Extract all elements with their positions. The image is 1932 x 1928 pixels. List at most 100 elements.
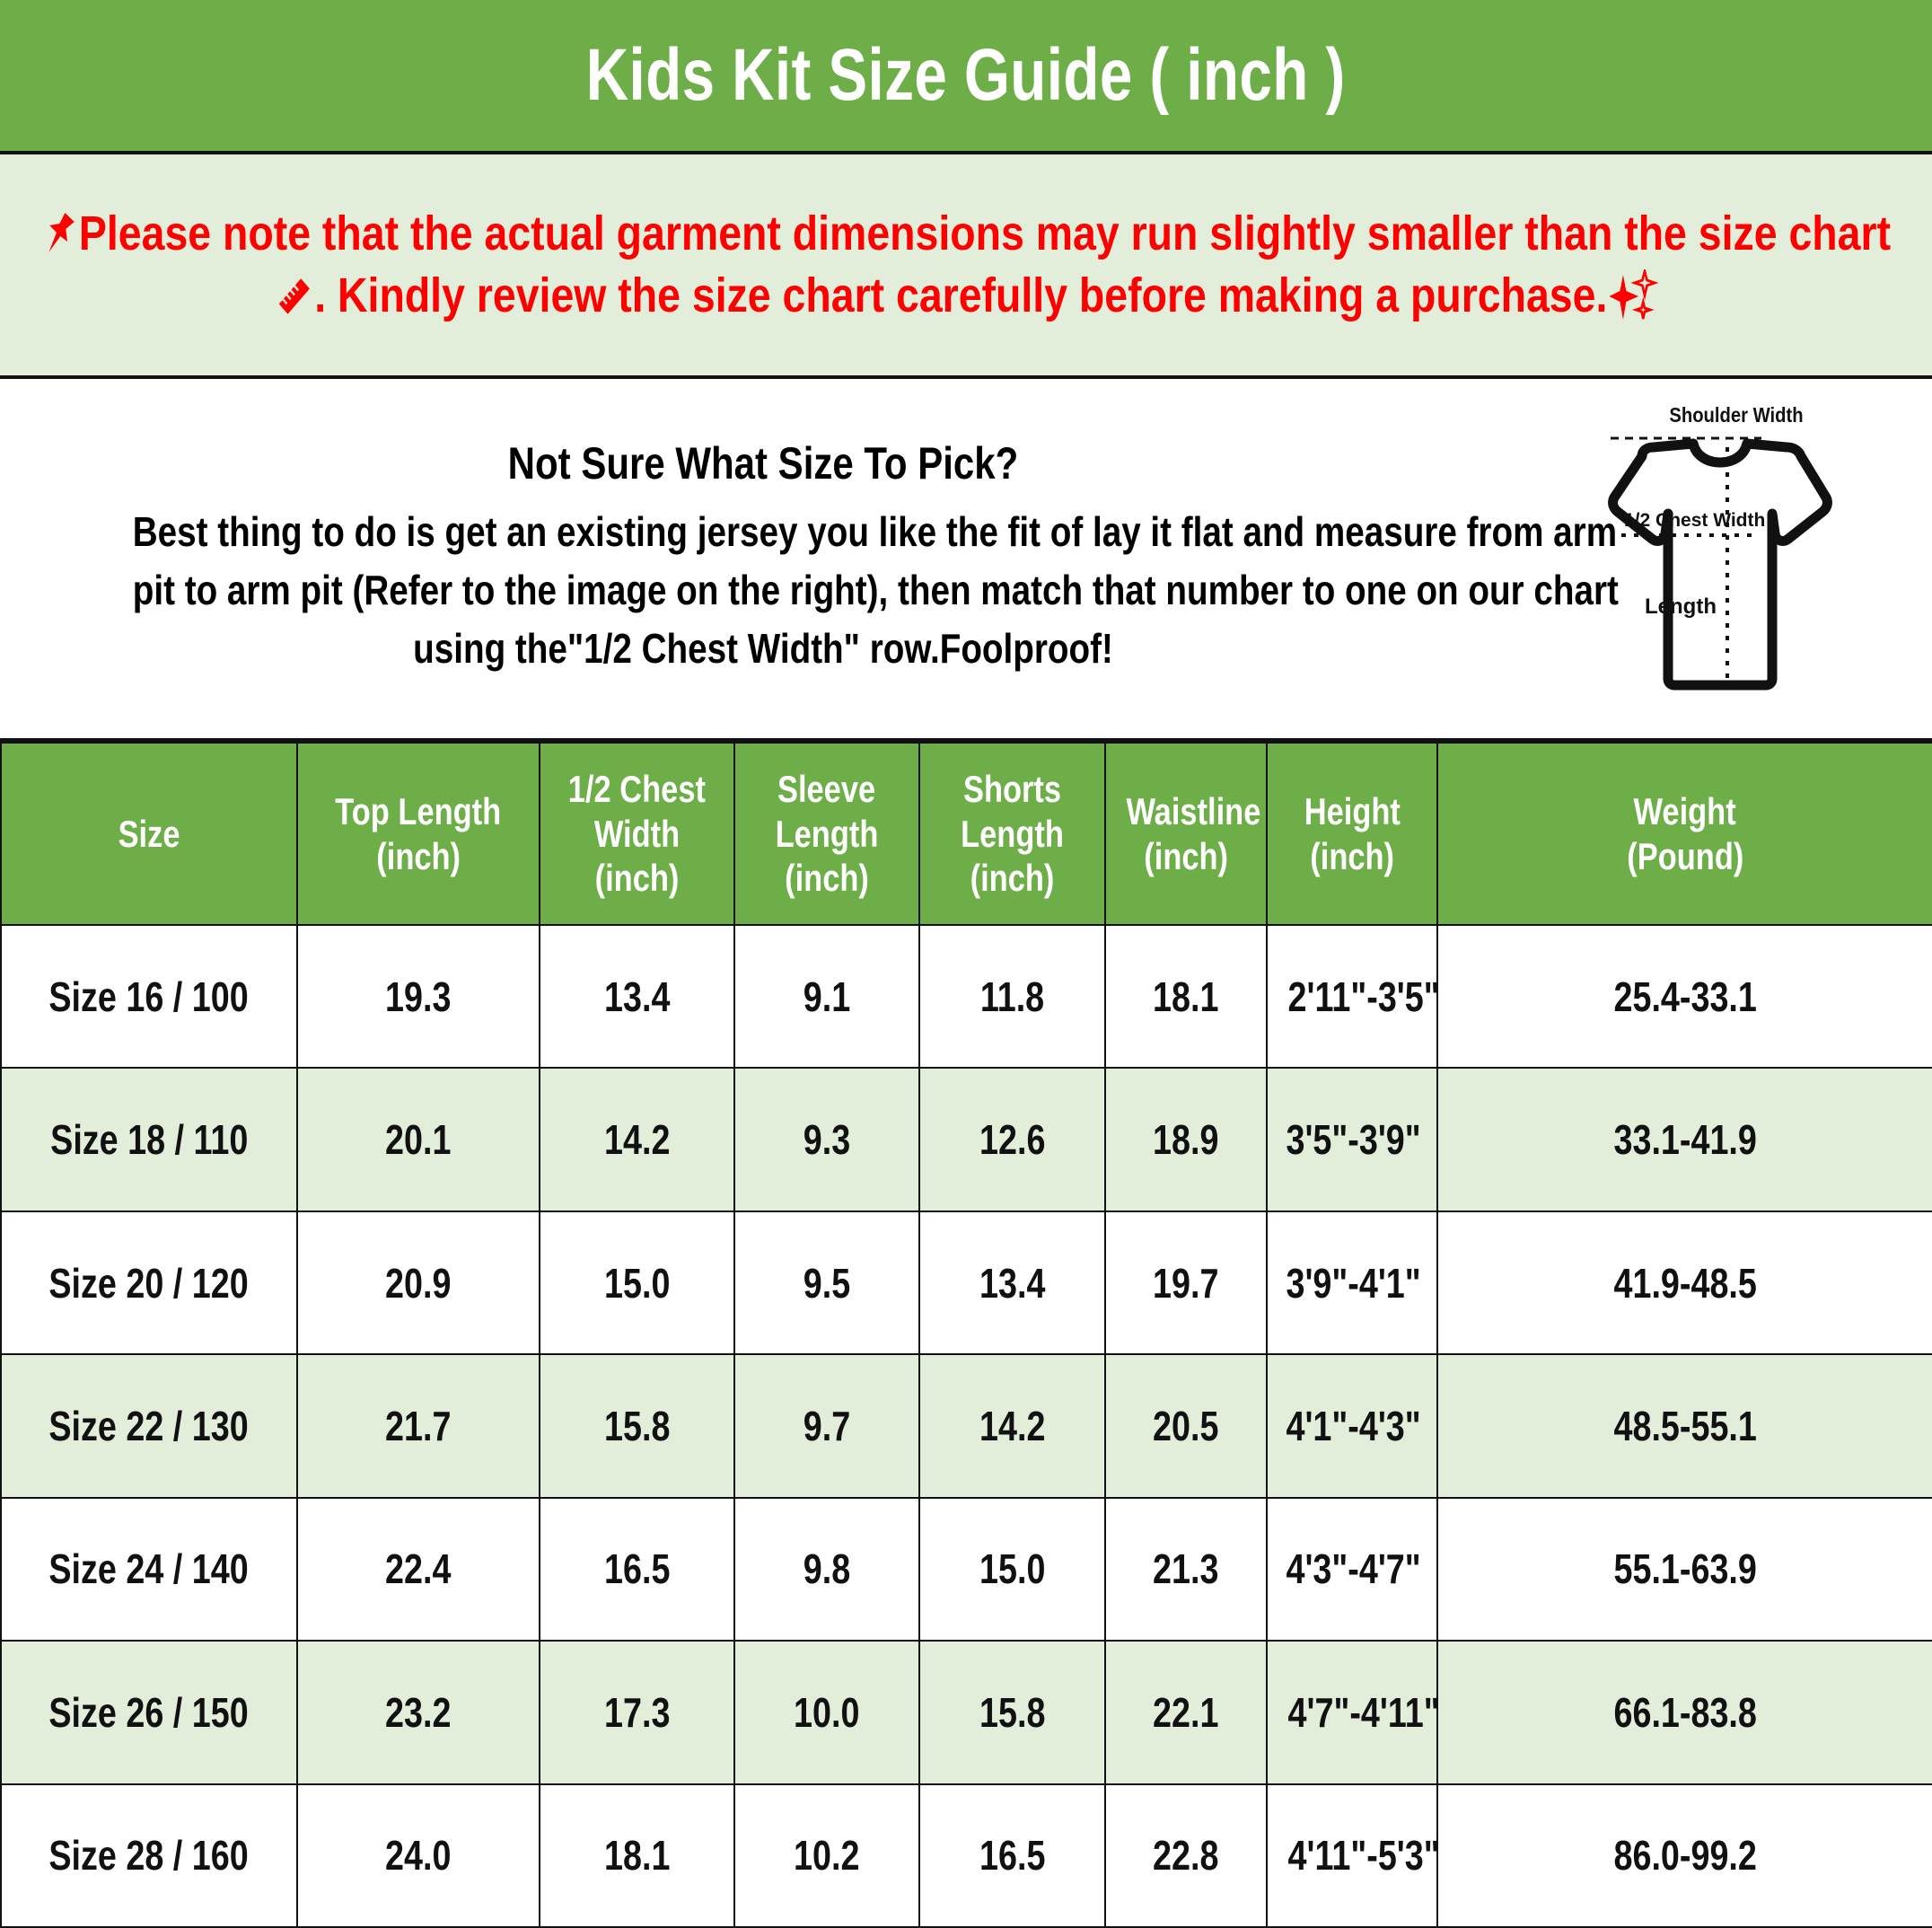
table-cell-size: Size 28 / 160 <box>0 1783 298 1928</box>
ruler-icon <box>274 273 314 320</box>
table-cell: 18.1 <box>539 1783 735 1928</box>
column-header-top-length: Top Length (inch) <box>296 742 540 926</box>
table-cell: 10.0 <box>733 1640 920 1785</box>
cell-value: Size 16 / 100 <box>48 973 250 1020</box>
cell-value: 22.4 <box>385 1545 452 1593</box>
table-row: Size 26 / 150 23.2 17.3 10.0 15.8 22.1 4'7"-4'… <box>0 1640 1932 1785</box>
cell-value: 21.3 <box>1153 1545 1219 1593</box>
cell-value: 2'11"-3'5" <box>1287 973 1440 1020</box>
notice-line-2-text: . Kindly review the size chart carefully… <box>313 269 1608 322</box>
table-cell: 14.2 <box>918 1353 1106 1499</box>
cell-value: 24.0 <box>385 1832 452 1880</box>
cell-value: 15.8 <box>603 1402 671 1449</box>
table-cell: 11.8 <box>918 923 1106 1070</box>
table-cell: 20.1 <box>296 1067 540 1212</box>
cell-value: 66.1-83.8 <box>1613 1688 1757 1736</box>
column-header-top-length-l1: Top Length <box>335 789 502 832</box>
table-cell: 9.1 <box>733 923 920 1070</box>
column-header-weight: Weight (Pound) <box>1436 742 1932 926</box>
table-cell: 55.1-63.9 <box>1436 1496 1932 1642</box>
table-cell: 17.3 <box>539 1640 735 1785</box>
advice-body: Best thing to do is get an existing jers… <box>132 503 1619 679</box>
cell-value: 3'9"-4'1" <box>1286 1259 1421 1307</box>
column-header-top-length-l2: (inch) <box>376 834 461 877</box>
table-row: Size 28 / 160 24.0 18.1 10.2 16.5 22.8 4'11"-5… <box>0 1783 1932 1928</box>
cell-value: 25.4-33.1 <box>1613 973 1757 1020</box>
table-header-row: Size Top Length (inch) 1/2 Chest Width (… <box>0 742 1932 926</box>
cell-value: 55.1-63.9 <box>1613 1545 1757 1593</box>
cell-value: 15.8 <box>979 1688 1046 1736</box>
cell-value: 4'11"-5'3" <box>1287 1832 1440 1880</box>
cell-value: 15.0 <box>979 1545 1046 1593</box>
table-row: Size 22 / 130 21.7 15.8 9.7 14.2 20.5 4'1"-4'3… <box>0 1353 1932 1499</box>
notice-line-1-text: Please note that the actual garment dime… <box>78 206 1891 260</box>
svg-text:1/2 Chest Width: 1/2 Chest Width <box>1624 510 1765 531</box>
pushpin-icon <box>41 210 78 257</box>
table-cell: 15.8 <box>918 1640 1106 1785</box>
table-cell: 19.3 <box>296 923 540 1070</box>
svg-text:Length: Length <box>1645 594 1717 619</box>
cell-value: 20.9 <box>385 1259 452 1307</box>
advice-body-line-2: pit to arm pit (Refer to the image on th… <box>132 566 1619 613</box>
advice-body-line-3: using the"1/2 Chest Width" row.Foolproof… <box>413 625 1113 673</box>
column-header-shorts-length-l1: Shorts <box>962 768 1062 811</box>
cell-value: 13.4 <box>979 1259 1046 1307</box>
table-cell: 20.9 <box>296 1210 540 1356</box>
table-row: Size 24 / 140 22.4 16.5 9.8 15.0 21.3 4'3"-4'7… <box>0 1496 1932 1642</box>
cell-value: 20.1 <box>385 1116 452 1164</box>
table-cell: 41.9-48.5 <box>1436 1210 1932 1356</box>
table-cell: 4'11"-5'3" <box>1266 1783 1440 1928</box>
table-cell: 2'11"-3'5" <box>1266 923 1440 1070</box>
table-body: Size 16 / 100 19.3 13.4 9.1 11.8 18.1 2'11"-3'… <box>0 923 1932 1928</box>
table-cell: 15.0 <box>539 1210 735 1356</box>
cell-value: 20.5 <box>1153 1402 1219 1449</box>
table-cell: 20.5 <box>1104 1353 1268 1499</box>
cell-value: 33.1-41.9 <box>1613 1116 1757 1164</box>
table-cell: 18.9 <box>1104 1067 1268 1212</box>
table-cell: 4'7"-4'11" <box>1266 1640 1440 1785</box>
table-cell-size: Size 16 / 100 <box>0 923 298 1070</box>
table-cell: 10.2 <box>733 1783 920 1928</box>
column-header-height: Height (inch) <box>1266 742 1438 926</box>
column-header-size-l1: Size <box>118 812 180 855</box>
table-cell: 9.3 <box>733 1067 920 1212</box>
page-title: Kids Kit Size Guide ( inch ) <box>586 34 1346 116</box>
cell-value: 48.5-55.1 <box>1613 1402 1757 1449</box>
column-header-waistline-l2: (inch) <box>1144 834 1228 877</box>
column-header-sleeve-length-l2: Length (inch) <box>775 812 879 900</box>
cell-value: 10.2 <box>794 1832 860 1880</box>
cell-value: 18.1 <box>1153 973 1219 1020</box>
cell-value: 19.3 <box>385 973 452 1020</box>
notice-line-1: Please note that the actual garment dime… <box>41 203 1891 265</box>
table-cell: 86.0-99.2 <box>1436 1783 1932 1928</box>
column-header-shorts-length: Shorts Length (inch) <box>918 742 1106 926</box>
cell-value: 4'7"-4'11" <box>1287 1688 1440 1736</box>
cell-value: 86.0-99.2 <box>1613 1832 1757 1880</box>
page-title-banner: Kids Kit Size Guide ( inch ) <box>0 0 1932 154</box>
cell-value: 18.1 <box>603 1832 671 1880</box>
cell-value: Size 26 / 150 <box>48 1688 250 1736</box>
advice-heading: Not Sure What Size To Pick? <box>507 437 1019 489</box>
column-header-height-l1: Height <box>1304 789 1401 832</box>
column-header-waistline-l1: Waistline <box>1126 789 1261 832</box>
table-cell: 9.7 <box>733 1353 920 1499</box>
column-header-size: Size <box>0 742 298 926</box>
table-cell: 48.5-55.1 <box>1436 1353 1932 1499</box>
cell-value: Size 18 / 110 <box>49 1116 249 1164</box>
table-cell: 22.4 <box>296 1496 540 1642</box>
table-cell: 19.7 <box>1104 1210 1268 1356</box>
table-cell: 12.6 <box>918 1067 1106 1212</box>
cell-value: 16.5 <box>603 1545 671 1593</box>
table-cell: 33.1-41.9 <box>1436 1067 1932 1212</box>
cell-value: 4'1"-4'3" <box>1286 1402 1421 1449</box>
table-cell-size: Size 26 / 150 <box>0 1640 298 1785</box>
cell-value: 15.0 <box>603 1259 671 1307</box>
column-header-shorts-length-l2: Length (inch) <box>961 812 1064 900</box>
table-cell: 3'5"-3'9" <box>1266 1067 1438 1212</box>
cell-value: 22.8 <box>1153 1832 1219 1880</box>
cell-value: 14.2 <box>979 1402 1046 1449</box>
table-cell: 25.4-33.1 <box>1436 923 1932 1070</box>
table-cell: 22.1 <box>1104 1640 1268 1785</box>
table-cell: 16.5 <box>918 1783 1106 1928</box>
